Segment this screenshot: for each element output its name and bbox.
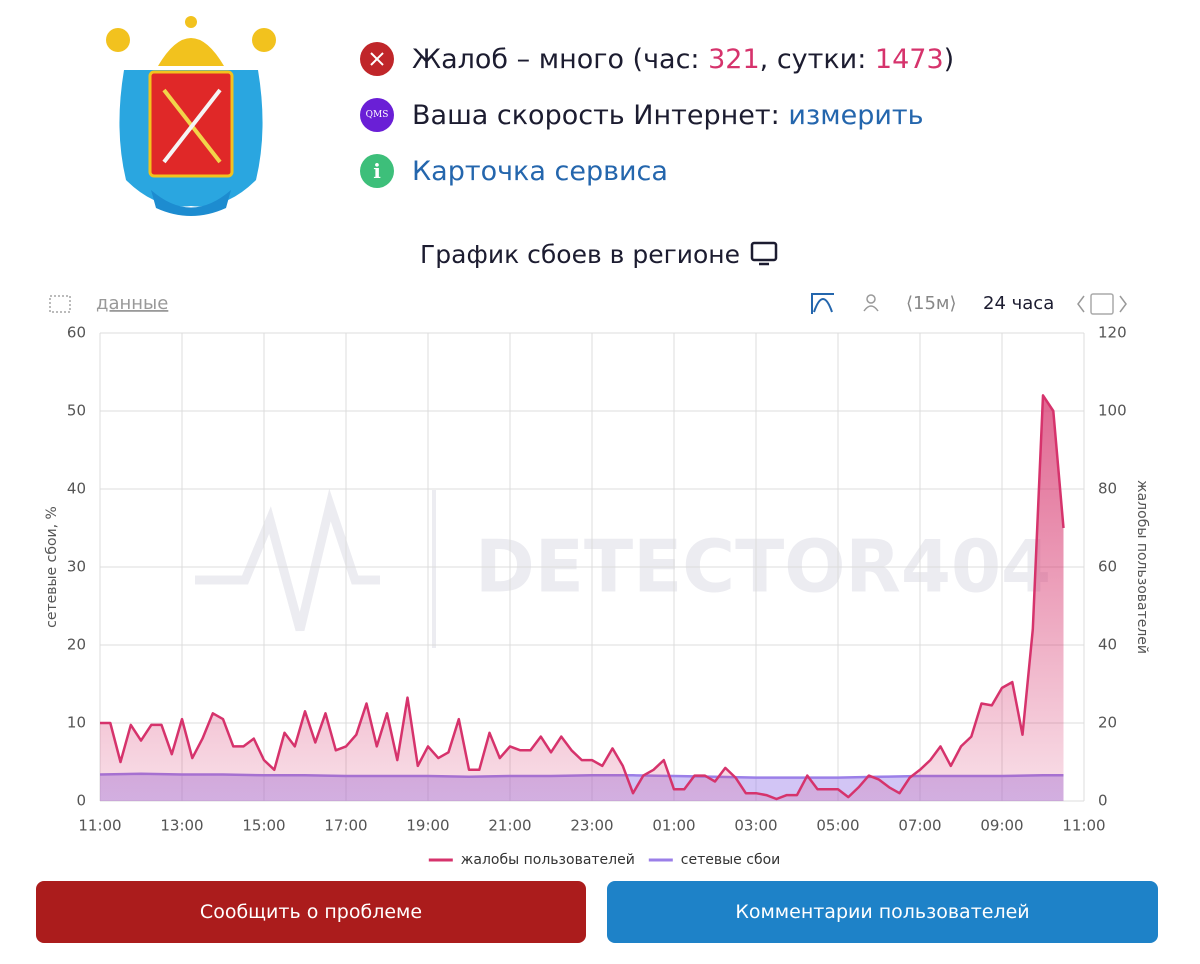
crown-cross bbox=[185, 16, 197, 28]
y-tick-label: 10 bbox=[67, 714, 86, 732]
x-tick-label: 01:00 bbox=[652, 817, 695, 835]
x-tick-label: 21:00 bbox=[488, 817, 531, 835]
series-area bbox=[100, 395, 1064, 801]
y-tick-label: 40 bbox=[67, 480, 86, 498]
y2-tick-label: 20 bbox=[1098, 714, 1117, 732]
eagle bbox=[252, 28, 276, 52]
y-tick-label: 50 bbox=[67, 402, 86, 420]
y-tick-label: 0 bbox=[76, 792, 86, 810]
y2-axis-title: жалобы пользователей bbox=[1134, 480, 1150, 654]
x-tick-label: 15:00 bbox=[242, 817, 285, 835]
anchor bbox=[162, 88, 222, 164]
y-tick-label: 20 bbox=[67, 636, 86, 654]
card-line: i Карточка сервиса bbox=[360, 151, 668, 191]
x-tick-label: 11:00 bbox=[1062, 817, 1105, 835]
screenshot-icon[interactable] bbox=[49, 295, 71, 313]
coat-of-arms bbox=[106, 16, 276, 216]
legend-label: жалобы пользователей bbox=[461, 852, 635, 868]
crown bbox=[158, 38, 224, 66]
x-tick-label: 05:00 bbox=[816, 817, 859, 835]
cross bbox=[370, 52, 384, 66]
chart: данные ⟨15м⟩ 24 часа DETECTOR40401020304… bbox=[44, 293, 1150, 868]
status-text: ) bbox=[943, 43, 955, 75]
chart-mode-icon[interactable] bbox=[811, 293, 834, 314]
x-tick-label: 13:00 bbox=[160, 817, 203, 835]
y-tick-label: 30 bbox=[67, 558, 86, 576]
day-count: 1473 bbox=[874, 43, 944, 75]
error-icon bbox=[360, 42, 394, 76]
x-tick-label: 23:00 bbox=[570, 817, 613, 835]
interval[interactable]: ⟨15м⟩ bbox=[906, 293, 957, 314]
x-tick-label: 09:00 bbox=[980, 817, 1023, 835]
y2-tick-label: 60 bbox=[1098, 558, 1117, 576]
speed-link[interactable]: измерить bbox=[788, 99, 924, 131]
info-badge: i bbox=[360, 154, 394, 188]
data-link[interactable]: данные bbox=[96, 293, 168, 314]
status-text: Жалоб – много (час: bbox=[412, 43, 709, 75]
chart-title: График сбоев в регионе bbox=[420, 239, 740, 269]
y-tick-label: 60 bbox=[67, 324, 86, 342]
complaints-status: Жалоб – много (час: 321, сутки: 1473) bbox=[360, 39, 954, 79]
x-tick-label: 17:00 bbox=[324, 817, 367, 835]
status-text: , сутки: bbox=[759, 43, 875, 75]
report-button[interactable]: Сообщить о проблеме bbox=[36, 881, 586, 943]
legend-label: сетевые сбои bbox=[681, 852, 780, 868]
period[interactable]: 24 часа bbox=[983, 293, 1054, 314]
eagle bbox=[106, 28, 130, 52]
monitor-icon bbox=[750, 241, 778, 266]
y2-tick-label: 120 bbox=[1098, 324, 1127, 342]
comments-button[interactable]: Комментарии пользователей bbox=[607, 881, 1158, 943]
x-tick-label: 03:00 bbox=[734, 817, 777, 835]
x-tick-label: 07:00 bbox=[898, 817, 941, 835]
speed-line: QMS Ваша скорость Интернет: измерить bbox=[360, 95, 924, 135]
qms-badge: QMS bbox=[360, 98, 394, 132]
calendar-icon[interactable] bbox=[1090, 293, 1114, 315]
y2-tick-label: 100 bbox=[1098, 402, 1127, 420]
series-line bbox=[100, 394, 1065, 801]
chart-heading: График сбоев в регионе bbox=[0, 234, 1200, 274]
y2-tick-label: 40 bbox=[1098, 636, 1117, 654]
watermark-logo bbox=[195, 488, 380, 632]
period-arrows[interactable] bbox=[1077, 295, 1127, 313]
user-icon[interactable] bbox=[863, 305, 879, 312]
user-icon[interactable] bbox=[866, 294, 876, 304]
x-tick-label: 19:00 bbox=[406, 817, 449, 835]
x-tick-label: 11:00 bbox=[78, 817, 121, 835]
ribbon bbox=[151, 190, 231, 216]
y2-tick-label: 80 bbox=[1098, 480, 1117, 498]
card-link[interactable]: Карточка сервиса bbox=[412, 155, 668, 187]
hour-count: 321 bbox=[708, 43, 760, 75]
y-axis-title: сетевые сбои, % bbox=[44, 506, 60, 628]
y2-tick-label: 0 bbox=[1098, 792, 1108, 810]
speed-text: Ваша скорость Интернет: bbox=[412, 99, 789, 131]
